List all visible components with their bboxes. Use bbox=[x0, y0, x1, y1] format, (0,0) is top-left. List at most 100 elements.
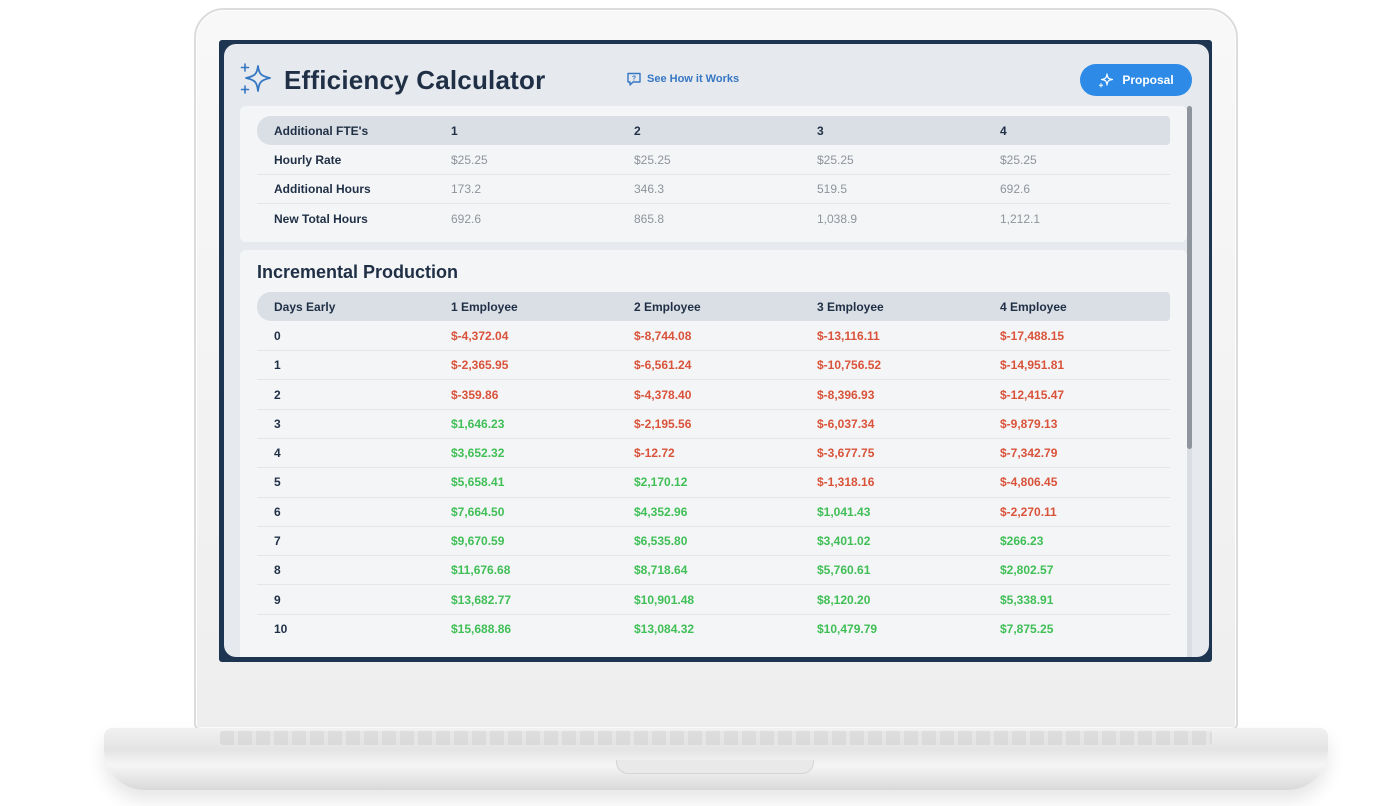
column-header: 2 Employee bbox=[634, 292, 817, 322]
production-table-body: 0 $-4,372.04 $-8,744.08 $-13,116.11 $-17,488… bbox=[257, 321, 1170, 643]
incremental-production-card: Incremental Production Days Early 1 Empl… bbox=[240, 250, 1187, 657]
table-cell: $5,760.61 bbox=[817, 555, 1000, 586]
column-header: 3 Employee bbox=[817, 292, 1000, 322]
column-header: 1 bbox=[451, 116, 634, 146]
see-how-it-works-link[interactable]: ? See How it Works bbox=[626, 71, 739, 87]
table-cell: 1,212.1 bbox=[1000, 211, 1041, 226]
table-cell: $4,352.96 bbox=[634, 497, 817, 527]
table-cell: $13,682.77 bbox=[451, 584, 634, 615]
table-cell: $5,658.41 bbox=[451, 467, 634, 498]
row-label: 7 bbox=[257, 526, 451, 557]
row-label: 1 bbox=[257, 350, 451, 381]
table-cell: 692.6 bbox=[451, 211, 482, 226]
row-label: 5 bbox=[257, 467, 451, 498]
proposal-button[interactable]: Proposal bbox=[1080, 64, 1192, 96]
table-cell: $7,875.25 bbox=[1000, 622, 1054, 637]
table-cell: 173.2 bbox=[451, 174, 634, 205]
table-row: 2 $-359.86 $-4,378.40 $-8,396.93 $-12,415.47 bbox=[257, 379, 1170, 410]
row-label: 10 bbox=[274, 622, 288, 637]
row-label: 4 bbox=[257, 438, 451, 469]
table-cell: $7,664.50 bbox=[451, 497, 634, 527]
table-cell: 865.8 bbox=[634, 211, 665, 226]
row-label: 2 bbox=[257, 379, 451, 410]
table-cell: $-10,756.52 bbox=[817, 350, 1000, 381]
row-label: 6 bbox=[257, 497, 451, 527]
table-cell: 1,038.9 bbox=[817, 211, 858, 226]
table-cell: $-8,744.08 bbox=[634, 321, 817, 352]
table-cell: $-6,037.34 bbox=[817, 409, 1000, 439]
table-cell: $25.25 bbox=[1000, 145, 1170, 176]
app-window: Efficiency Calculator ? See How it Works… bbox=[224, 44, 1209, 657]
table-cell: 346.3 bbox=[634, 174, 817, 205]
row-label: 0 bbox=[257, 321, 451, 352]
table-cell: $3,401.02 bbox=[817, 526, 1000, 557]
table-cell: $-4,378.40 bbox=[634, 379, 817, 410]
row-label: Hourly Rate bbox=[257, 145, 451, 176]
row-label: New Total Hours bbox=[274, 211, 368, 226]
table-cell: $2,802.57 bbox=[1000, 555, 1170, 586]
sparkle-stars-icon bbox=[240, 63, 271, 94]
row-label: 3 bbox=[257, 409, 451, 439]
table-cell: $-2,270.11 bbox=[1000, 497, 1170, 527]
table-header-row: Additional FTE's 1 2 3 4 bbox=[257, 116, 1170, 146]
table-cell: $-12,415.47 bbox=[1000, 379, 1170, 410]
table-cell: $-8,396.93 bbox=[817, 379, 1000, 410]
table-cell: $-1,318.16 bbox=[817, 467, 1000, 498]
table-cell: $266.23 bbox=[1000, 526, 1170, 557]
table-cell: $10,479.79 bbox=[817, 622, 878, 637]
table-cell: $10,901.48 bbox=[634, 584, 817, 615]
fte-table: Additional FTE's 1 2 3 4 Hourly Rate $25… bbox=[257, 116, 1170, 233]
row-label: 9 bbox=[257, 584, 451, 615]
table-cell: $-4,806.45 bbox=[1000, 467, 1170, 498]
table-cell: $-13,116.11 bbox=[817, 321, 1000, 352]
table-cell: $8,718.64 bbox=[634, 555, 817, 586]
section-title: Incremental Production bbox=[257, 262, 459, 282]
table-cell: $25.25 bbox=[817, 145, 1000, 176]
table-cell: $-14,951.81 bbox=[1000, 350, 1170, 381]
production-table: Days Early 1 Employee 2 Employee 3 Emplo… bbox=[257, 292, 1170, 644]
see-how-it-works-label: See How it Works bbox=[647, 73, 740, 85]
table-row: New Total Hours 692.6 865.8 1,038.9 1,21… bbox=[257, 204, 1170, 233]
table-row: 5 $5,658.41 $2,170.12 $-1,318.16 $-4,806.45 bbox=[257, 467, 1170, 498]
table-cell: $-17,488.15 bbox=[1000, 321, 1170, 352]
svg-text:?: ? bbox=[632, 76, 636, 83]
table-cell: 692.6 bbox=[1000, 174, 1170, 205]
table-cell: $3,652.32 bbox=[451, 438, 634, 469]
table-cell: $-12.72 bbox=[634, 438, 817, 469]
table-row: 0 $-4,372.04 $-8,744.08 $-13,116.11 $-17,488… bbox=[257, 321, 1170, 352]
column-header: Additional FTE's bbox=[257, 116, 451, 146]
sparkle-icon bbox=[1099, 73, 1114, 88]
column-header: 2 bbox=[634, 116, 817, 146]
row-label: Additional Hours bbox=[257, 174, 451, 205]
table-cell: $-2,365.95 bbox=[451, 350, 634, 381]
table-cell: 519.5 bbox=[817, 174, 1000, 205]
table-cell: $-2,195.56 bbox=[634, 409, 817, 439]
table-cell: $-359.86 bbox=[451, 379, 634, 410]
table-row: 1 $-2,365.95 $-6,561.24 $-10,756.52 $-14,951… bbox=[257, 350, 1170, 381]
table-row: Hourly Rate $25.25 $25.25 $25.25 $25.25 bbox=[257, 145, 1170, 176]
table-cell: $-6,561.24 bbox=[634, 350, 817, 381]
app-header: Efficiency Calculator ? See How it Works… bbox=[224, 44, 1209, 106]
column-header: Days Early bbox=[257, 292, 451, 322]
table-row: 10 $15,688.86 $13,084.32 $10,479.79 $7,875.2… bbox=[257, 614, 1170, 643]
column-header: 3 bbox=[817, 116, 1000, 146]
table-cell: $6,535.80 bbox=[634, 526, 817, 557]
table-cell: $11,676.68 bbox=[451, 555, 634, 586]
table-cell: $1,041.43 bbox=[817, 497, 1000, 527]
scrollbar-thumb[interactable] bbox=[1187, 106, 1192, 449]
table-cell: $25.25 bbox=[634, 145, 817, 176]
table-cell: $8,120.20 bbox=[817, 584, 1000, 615]
table-row: 9 $13,682.77 $10,901.48 $8,120.20 $5,338.91 bbox=[257, 584, 1170, 615]
help-chat-icon: ? bbox=[627, 72, 641, 86]
table-cell: $-3,677.75 bbox=[817, 438, 1000, 469]
proposal-button-label: Proposal bbox=[1122, 73, 1174, 87]
table-cell: $5,338.91 bbox=[1000, 584, 1170, 615]
table-row: 3 $1,646.23 $-2,195.56 $-6,037.34 $-9,879.13 bbox=[257, 409, 1170, 439]
table-cell: $2,170.12 bbox=[634, 467, 817, 498]
keyboard bbox=[220, 731, 1212, 745]
table-cell: $13,084.32 bbox=[634, 622, 695, 637]
table-cell: $9,670.59 bbox=[451, 526, 634, 557]
column-header: 4 bbox=[1000, 116, 1170, 146]
page-title: Efficiency Calculator bbox=[284, 65, 546, 95]
table-row: 7 $9,670.59 $6,535.80 $3,401.02 $266.23 bbox=[257, 526, 1170, 557]
